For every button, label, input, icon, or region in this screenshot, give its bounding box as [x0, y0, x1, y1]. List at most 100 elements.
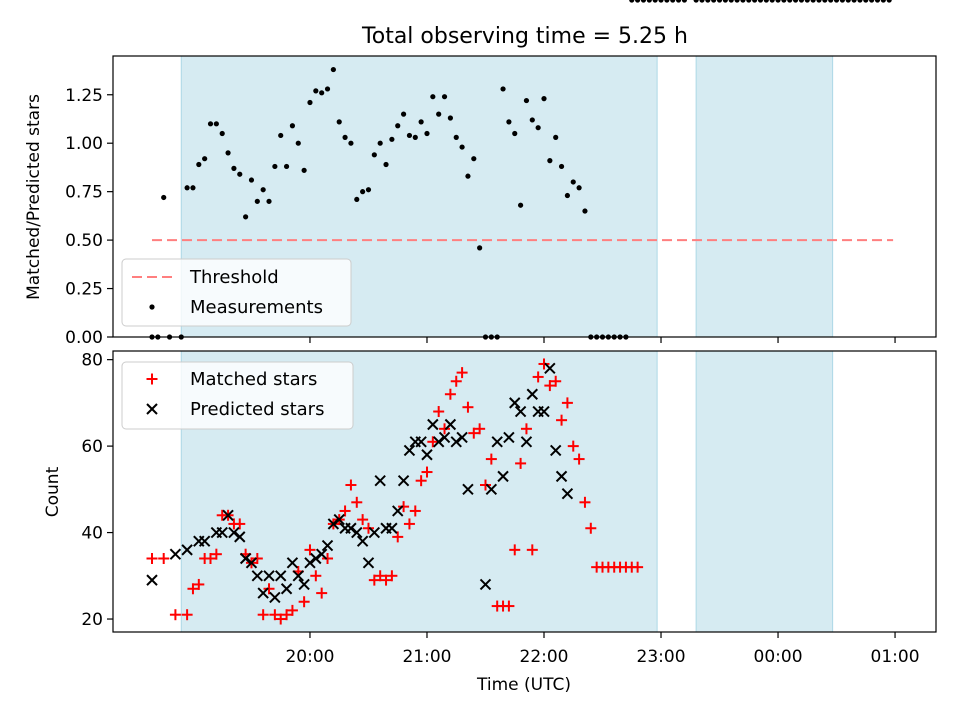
measurement-point — [207, 121, 214, 127]
measurement-point — [360, 189, 366, 195]
predicted-star-point-b — [310, 552, 322, 565]
predicted-star-point-b — [345, 522, 357, 534]
measurement-point — [441, 94, 448, 100]
predicted-star-point — [497, 470, 509, 483]
measurement-point — [278, 132, 284, 139]
measurement-point — [260, 187, 266, 193]
measurement-point — [728, 0, 734, 3]
measurement-point — [792, 0, 799, 3]
measurement-point — [266, 198, 272, 204]
predicted-star-point — [520, 436, 533, 448]
measurement-point — [447, 115, 453, 121]
measurement-point — [775, 0, 781, 3]
predicted-star-point — [245, 557, 258, 569]
matched-star-point — [567, 440, 579, 452]
measurement-point — [541, 96, 547, 102]
top-y-axis-label: Matched/Predicted stars — [24, 94, 44, 300]
measurement-point — [254, 198, 260, 204]
predicted-star-point-b — [245, 557, 258, 569]
matched-star-point — [281, 609, 293, 621]
measurement-point — [324, 86, 331, 92]
predicted-star-point-b — [351, 526, 363, 539]
matched-star-point — [421, 466, 433, 478]
top-y-tick-label: 0.00 — [65, 328, 103, 348]
top-x-ticks — [309, 337, 896, 343]
predicted-star-point-b — [362, 557, 375, 569]
predicted-star-point-b — [315, 548, 328, 560]
measurement-point — [512, 130, 518, 137]
predicted-star-point — [503, 431, 515, 444]
measurement-point — [863, 0, 869, 3]
top-y-tick-label: 0.50 — [65, 231, 103, 251]
matched-star-point — [263, 583, 275, 595]
predicted-star-point-b — [561, 487, 574, 500]
top-plot-frame — [112, 55, 937, 338]
measurement-point — [377, 140, 383, 146]
matched-star-point — [374, 570, 386, 582]
measurement-point — [184, 185, 190, 191]
legend-matched-swatch — [146, 373, 158, 385]
predicted-star-point — [392, 505, 404, 517]
bottom-y-tick-label: 20 — [81, 610, 103, 630]
predicted-star-point-b — [485, 483, 498, 496]
measurement-point — [202, 156, 208, 162]
measurement-point — [804, 0, 810, 3]
measurement-point — [664, 0, 670, 3]
legend-matched-marker — [146, 373, 158, 385]
measurement-point — [781, 0, 787, 3]
matched-star-point — [585, 522, 597, 534]
predicted-star-point — [526, 388, 539, 400]
top-legend: Threshold Measurements — [121, 258, 352, 327]
matched-star-point — [169, 609, 181, 621]
top-y-tick-label: 1.25 — [65, 86, 103, 106]
measurement-point — [553, 134, 559, 140]
predicted-star-point — [415, 436, 427, 448]
matched-star-point — [532, 371, 544, 383]
predicted-star-point-b — [216, 526, 228, 539]
predicted-star-point — [386, 522, 398, 534]
predicted-star-point — [216, 526, 228, 539]
measurement-point — [424, 130, 430, 137]
predicted-star-point-b — [444, 418, 457, 431]
predicted-star-point — [509, 397, 521, 409]
predicted-star-point — [421, 449, 433, 461]
predicted-star-point — [228, 526, 240, 539]
predicted-star-point — [333, 513, 345, 526]
predicted-star-point-b — [403, 444, 416, 457]
measurement-point — [570, 179, 576, 185]
matched-star-point — [158, 553, 170, 565]
measurement-point — [693, 0, 699, 3]
predicted-star-point — [462, 483, 474, 496]
matched-star-point — [298, 596, 310, 608]
predicted-star-point-b — [544, 362, 556, 374]
predicted-star-point — [169, 548, 182, 560]
predicted-star-point-b — [509, 397, 521, 409]
predicted-star-point-b — [479, 578, 492, 591]
predicted-stars-series — [146, 362, 574, 604]
x-tick-label: 22:00 — [520, 647, 569, 667]
matched-star-point — [444, 388, 456, 400]
measurement-point — [500, 86, 506, 92]
predicted-star-point — [222, 509, 234, 521]
measurement-point — [670, 0, 676, 3]
predicted-star-point — [351, 526, 363, 539]
matched-stars-series — [146, 358, 644, 625]
measurement-point — [342, 134, 348, 140]
predicted-star-point-b — [251, 570, 264, 582]
predicted-star-point-b — [234, 531, 246, 543]
matched-star-point — [433, 406, 445, 418]
bottom-y-tick-label: 40 — [81, 524, 103, 544]
predicted-star-point — [491, 436, 503, 448]
predicted-star-point-b — [427, 418, 439, 431]
predicted-star-point-b — [146, 574, 158, 586]
matched-star-point — [380, 574, 392, 586]
measurement-point — [523, 97, 530, 104]
predicted-star-point-b — [386, 522, 398, 534]
predicted-star-point — [345, 522, 357, 534]
predicted-star-point — [427, 418, 439, 431]
measurement-point — [418, 119, 424, 125]
matched-star-point — [450, 375, 462, 387]
measurement-point — [646, 0, 652, 3]
predicted-star-point-b — [374, 474, 386, 487]
measurement-point — [283, 163, 290, 170]
